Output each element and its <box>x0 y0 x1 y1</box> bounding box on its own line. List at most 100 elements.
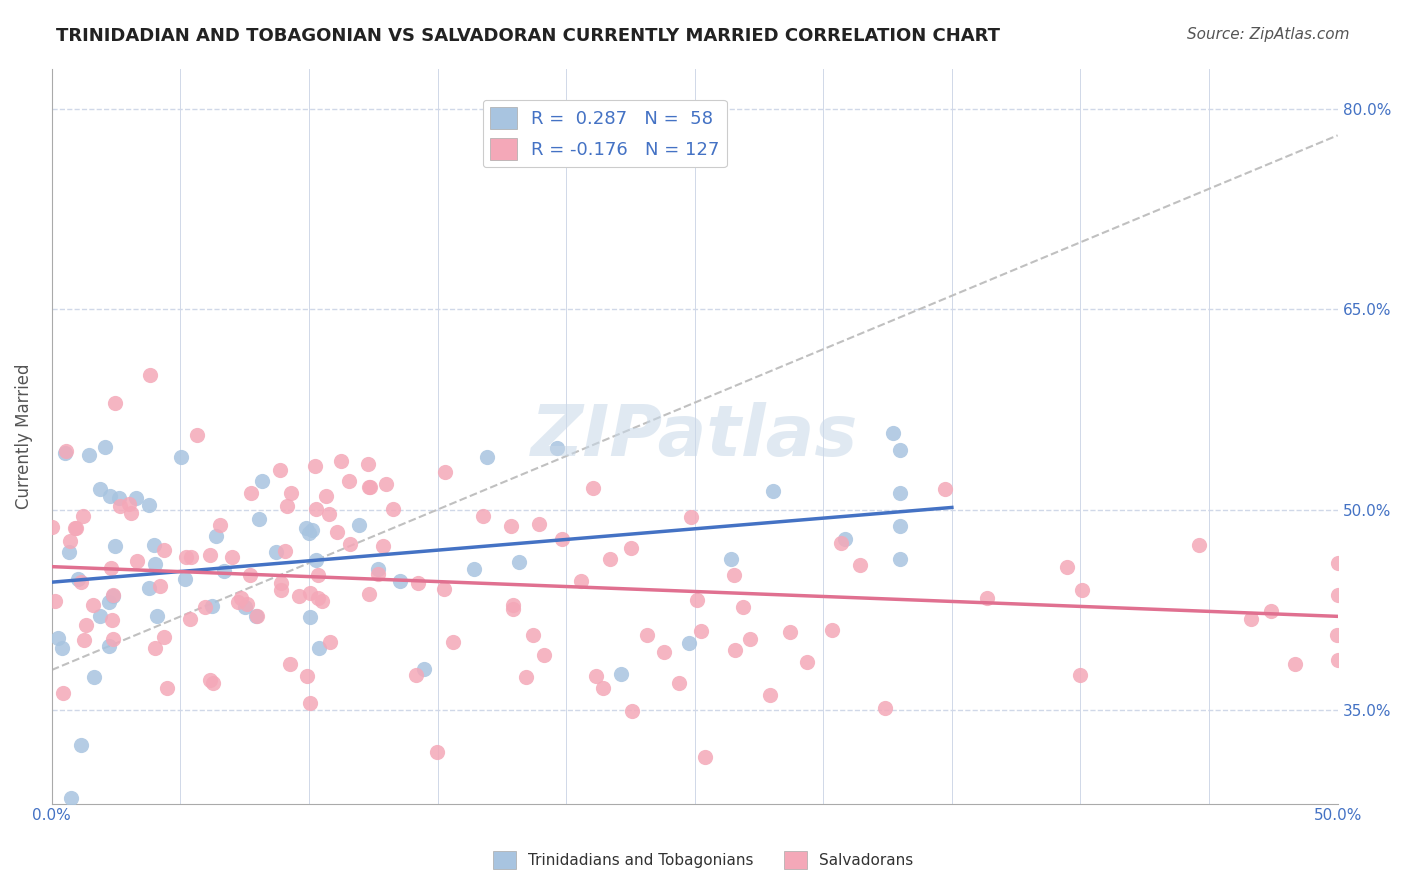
Point <box>173 572 195 586</box>
Point <box>367 566 389 581</box>
Point <box>533 648 555 663</box>
Text: TRINIDADIAN AND TOBAGONIAN VS SALVADORAN CURRENTLY MARRIED CORRELATION CHART: TRINIDADIAN AND TOBAGONIAN VS SALVADORAN… <box>56 27 1000 45</box>
Point <box>609 667 631 681</box>
Point <box>240 486 263 500</box>
Point <box>976 591 998 605</box>
Point <box>229 591 252 606</box>
Point <box>315 489 337 503</box>
Point <box>882 425 904 440</box>
Point <box>571 574 593 588</box>
Point <box>319 634 342 648</box>
Point <box>1260 604 1282 618</box>
Point <box>1326 556 1348 570</box>
Point <box>502 598 524 612</box>
Point <box>522 627 544 641</box>
Point <box>51 641 73 656</box>
Point <box>1188 538 1211 552</box>
Point <box>201 599 224 614</box>
Point <box>75 618 97 632</box>
Point <box>1326 653 1348 667</box>
Point <box>236 597 259 611</box>
Point <box>668 676 690 690</box>
Point <box>246 609 269 624</box>
Point <box>72 508 94 523</box>
Point <box>551 532 574 546</box>
Point <box>298 610 321 624</box>
Point <box>1056 559 1078 574</box>
Point <box>153 543 176 558</box>
Point <box>146 608 169 623</box>
Point <box>250 474 273 488</box>
Point <box>51 686 73 700</box>
Point <box>724 643 747 657</box>
Point <box>138 581 160 595</box>
Point <box>170 450 193 464</box>
Point <box>689 624 711 639</box>
Point <box>202 676 225 690</box>
Point <box>508 555 530 569</box>
Point <box>686 593 709 607</box>
Point <box>98 489 121 503</box>
Point <box>269 463 291 477</box>
Point <box>731 600 754 615</box>
Point <box>389 574 412 588</box>
Point <box>97 640 120 654</box>
Point <box>330 454 353 468</box>
Point <box>463 562 485 576</box>
Point <box>654 645 676 659</box>
Point <box>186 428 208 442</box>
Point <box>73 632 96 647</box>
Point <box>301 523 323 537</box>
Point <box>104 395 127 409</box>
Point <box>288 589 311 603</box>
Legend: R =  0.287   N =  58, R = -0.176   N = 127: R = 0.287 N = 58, R = -0.176 N = 127 <box>482 100 727 167</box>
Point <box>205 529 228 543</box>
Point <box>636 628 658 642</box>
Point <box>103 589 125 603</box>
Point <box>889 486 911 500</box>
Point <box>77 449 100 463</box>
Point <box>298 586 321 600</box>
Point <box>245 609 267 624</box>
Point <box>69 738 91 752</box>
Point <box>347 518 370 533</box>
Point <box>339 537 361 551</box>
Point <box>1071 583 1094 598</box>
Point <box>307 568 329 582</box>
Point <box>294 520 316 534</box>
Point <box>274 544 297 558</box>
Point <box>174 549 197 564</box>
Point <box>434 465 457 479</box>
Point <box>89 608 111 623</box>
Point <box>233 599 256 614</box>
Point <box>326 525 349 540</box>
Point <box>934 482 956 496</box>
Point <box>475 450 498 464</box>
Point <box>55 444 77 458</box>
Point <box>82 598 104 612</box>
Point <box>405 668 427 682</box>
Point <box>1240 612 1263 626</box>
Point <box>796 655 818 669</box>
Point <box>834 532 856 546</box>
Point <box>63 521 86 535</box>
Point <box>104 539 127 553</box>
Point <box>582 481 605 495</box>
Point <box>239 568 262 582</box>
Point <box>311 594 333 608</box>
Point <box>413 662 436 676</box>
Point <box>515 670 537 684</box>
Point <box>59 791 82 805</box>
Point <box>433 582 456 596</box>
Point <box>83 670 105 684</box>
Point <box>149 579 172 593</box>
Point <box>679 509 702 524</box>
Point <box>585 669 607 683</box>
Point <box>779 625 801 640</box>
Point <box>374 477 396 491</box>
Point <box>441 635 464 649</box>
Point <box>678 636 700 650</box>
Point <box>221 550 243 565</box>
Point <box>278 657 301 671</box>
Y-axis label: Currently Married: Currently Married <box>15 363 32 508</box>
